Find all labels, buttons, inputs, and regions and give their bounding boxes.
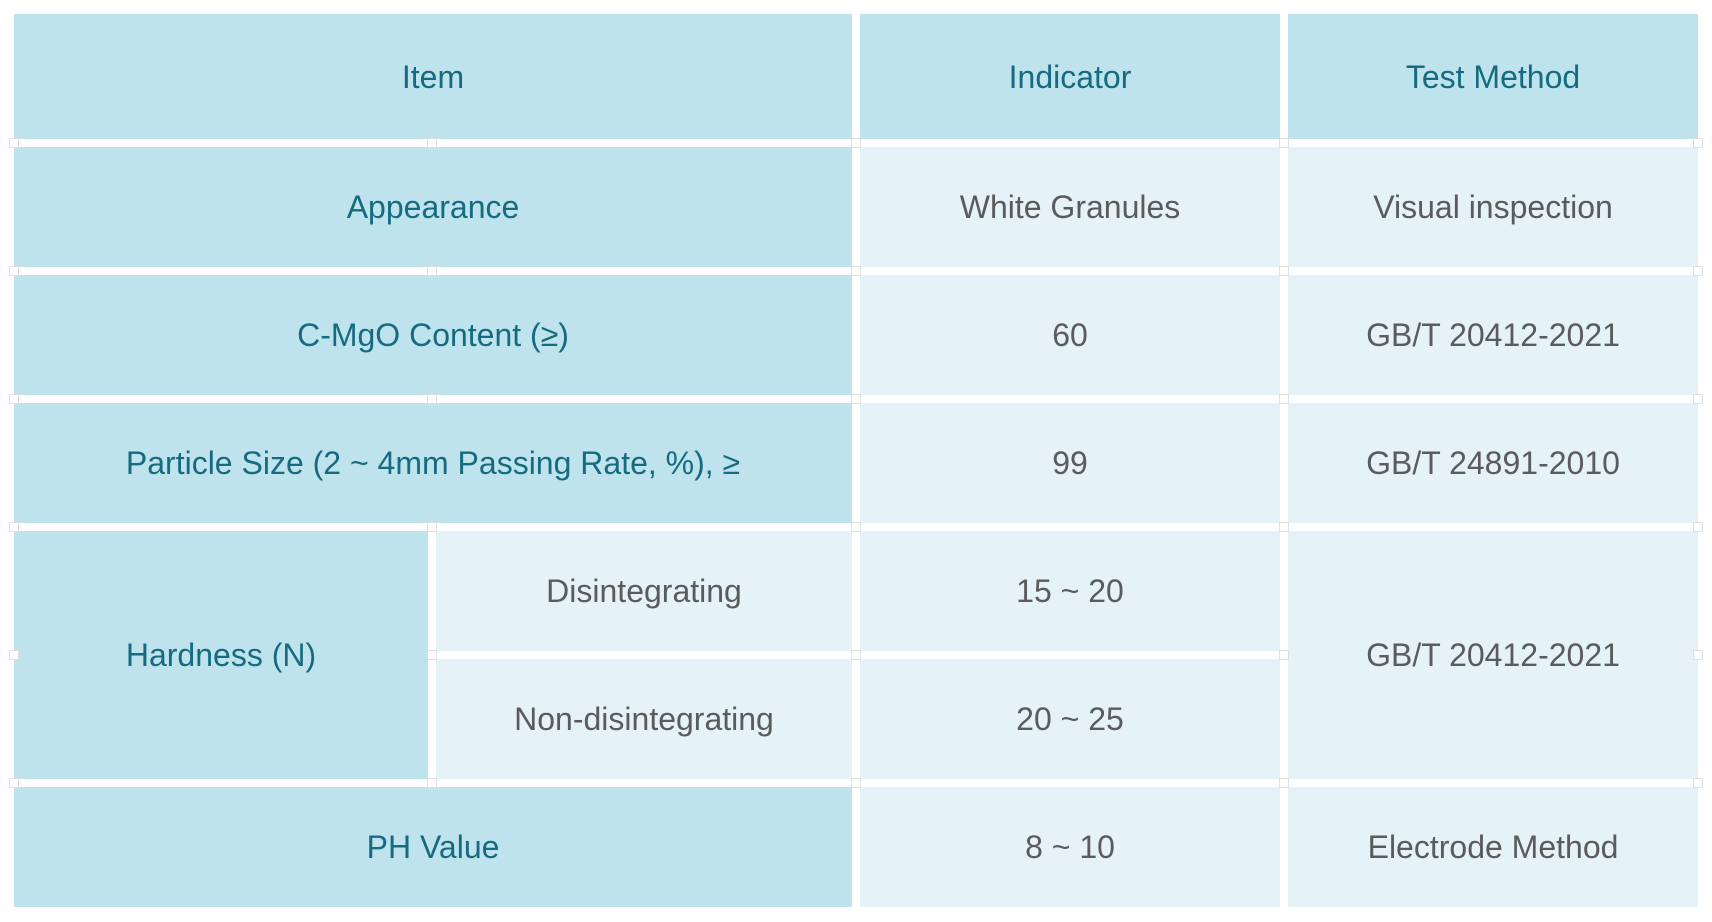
cell-hardness-method: GB/T 20412-2021 xyxy=(1288,531,1698,779)
header-cell-test-method: Test Method xyxy=(1288,14,1698,139)
grid-intersection-marker xyxy=(851,522,861,532)
grid-intersection-marker xyxy=(9,650,19,660)
grid-intersection-marker xyxy=(9,778,19,788)
grid-intersection-marker xyxy=(1693,266,1703,276)
grid-intersection-marker xyxy=(1279,650,1289,660)
grid-intersection-marker xyxy=(427,138,437,148)
grid-intersection-marker xyxy=(851,778,861,788)
cell-cmgo-item: C-MgO Content (≥) xyxy=(14,275,852,395)
grid-intersection-marker xyxy=(427,394,437,404)
header-cell-indicator: Indicator xyxy=(860,14,1280,139)
grid-intersection-marker xyxy=(1693,522,1703,532)
cell-cmgo-indicator: 60 xyxy=(860,275,1280,395)
cell-particle-size-indicator: 99 xyxy=(860,403,1280,523)
grid-intersection-marker xyxy=(1693,650,1703,660)
grid-intersection-marker xyxy=(851,266,861,276)
cell-hardness-disintegrating-indicator: 15 ~ 20 xyxy=(860,531,1280,651)
grid-intersection-marker xyxy=(1279,394,1289,404)
cell-cmgo-method: GB/T 20412-2021 xyxy=(1288,275,1698,395)
cell-appearance-item: Appearance xyxy=(14,147,852,267)
grid-intersection-marker xyxy=(1693,138,1703,148)
cell-particle-size-method: GB/T 24891-2010 xyxy=(1288,403,1698,523)
grid-intersection-marker xyxy=(427,650,437,660)
cell-ph-item: PH Value xyxy=(14,787,852,907)
cell-hardness-non-disintegrating-indicator: 20 ~ 25 xyxy=(860,659,1280,779)
cell-appearance-method: Visual inspection xyxy=(1288,147,1698,267)
cell-hardness-item: Hardness (N) xyxy=(14,531,428,779)
grid-intersection-marker xyxy=(1693,778,1703,788)
grid-intersection-marker xyxy=(1279,138,1289,148)
grid-intersection-marker xyxy=(1279,266,1289,276)
cell-appearance-indicator: White Granules xyxy=(860,147,1280,267)
header-cell-item: Item xyxy=(14,14,852,139)
cell-hardness-non-disintegrating-label: Non-disintegrating xyxy=(436,659,852,779)
grid-intersection-marker xyxy=(1279,778,1289,788)
cell-ph-indicator: 8 ~ 10 xyxy=(860,787,1280,907)
grid-intersection-marker xyxy=(851,650,861,660)
grid-intersection-marker xyxy=(427,266,437,276)
grid-intersection-marker xyxy=(1693,394,1703,404)
grid-intersection-marker xyxy=(9,266,19,276)
grid-intersection-marker xyxy=(427,522,437,532)
grid-intersection-marker xyxy=(9,138,19,148)
grid-intersection-marker xyxy=(427,778,437,788)
grid-intersection-marker xyxy=(851,138,861,148)
grid-intersection-marker xyxy=(9,522,19,532)
cell-ph-method: Electrode Method xyxy=(1288,787,1698,907)
grid-intersection-marker xyxy=(851,394,861,404)
grid-intersection-marker xyxy=(1279,522,1289,532)
cell-hardness-disintegrating-label: Disintegrating xyxy=(436,531,852,651)
cell-particle-size-item: Particle Size (2 ~ 4mm Passing Rate, %),… xyxy=(14,403,852,523)
grid-intersection-marker xyxy=(9,394,19,404)
spec-table: Item Indicator Test Method Appearance Wh… xyxy=(14,14,1698,907)
